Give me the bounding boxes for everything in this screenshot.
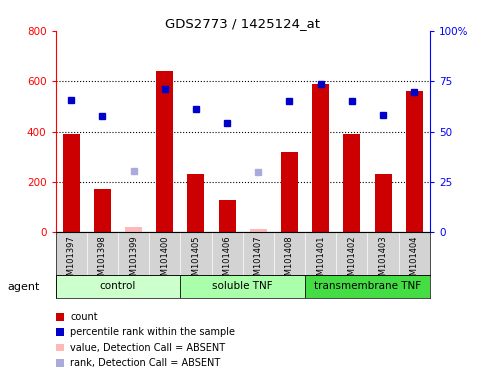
- Text: GSM101401: GSM101401: [316, 236, 325, 286]
- Text: GSM101407: GSM101407: [254, 236, 263, 286]
- Bar: [406, 91, 423, 232]
- Text: rank, Detection Call = ABSENT: rank, Detection Call = ABSENT: [70, 358, 220, 368]
- Text: GSM101402: GSM101402: [347, 236, 356, 286]
- Text: GSM101403: GSM101403: [379, 236, 387, 286]
- Text: transmembrane TNF: transmembrane TNF: [314, 281, 421, 291]
- Text: GSM101404: GSM101404: [410, 236, 419, 286]
- Bar: [312, 84, 329, 232]
- Text: GSM101405: GSM101405: [191, 236, 200, 286]
- Text: value, Detection Call = ABSENT: value, Detection Call = ABSENT: [70, 343, 225, 353]
- Bar: [125, 227, 142, 232]
- Bar: [187, 174, 204, 232]
- Bar: [281, 152, 298, 232]
- Text: percentile rank within the sample: percentile rank within the sample: [70, 327, 235, 337]
- Text: GSM101406: GSM101406: [223, 236, 232, 286]
- Text: GSM101400: GSM101400: [160, 236, 169, 286]
- Text: soluble TNF: soluble TNF: [213, 281, 273, 291]
- Bar: [156, 71, 173, 232]
- Text: GSM101397: GSM101397: [67, 236, 76, 286]
- Bar: [218, 200, 236, 232]
- Title: GDS2773 / 1425124_at: GDS2773 / 1425124_at: [165, 17, 320, 30]
- Text: control: control: [100, 281, 136, 291]
- Bar: [250, 228, 267, 232]
- Text: agent: agent: [7, 282, 40, 292]
- Bar: [343, 134, 360, 232]
- Text: GSM101408: GSM101408: [285, 236, 294, 286]
- Bar: [63, 134, 80, 232]
- Bar: [56, 275, 180, 298]
- Text: GSM101398: GSM101398: [98, 236, 107, 286]
- Text: count: count: [70, 312, 98, 322]
- Bar: [180, 275, 305, 298]
- Bar: [94, 189, 111, 232]
- Bar: [305, 275, 430, 298]
- Bar: [374, 174, 392, 232]
- Text: GSM101399: GSM101399: [129, 236, 138, 286]
